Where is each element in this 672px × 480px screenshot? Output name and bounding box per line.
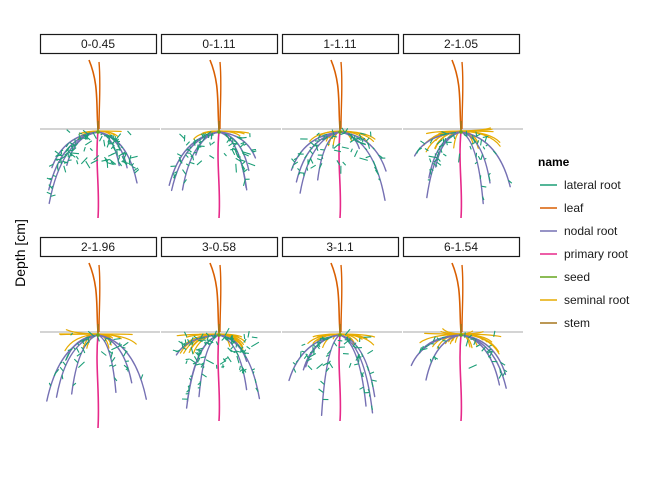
facet-label: 1-1.11 — [323, 37, 356, 51]
seed-mark — [217, 333, 221, 337]
lateral-root-marks — [46, 129, 140, 197]
legend-label: primary root — [564, 247, 629, 261]
facet-label: 3-0.58 — [202, 240, 236, 254]
lateral-root-marks — [172, 327, 260, 400]
legend-label: leaf — [564, 201, 584, 215]
facet-label: 3-1.1 — [326, 240, 354, 254]
leaf-mark — [451, 262, 464, 333]
leaf-mark — [451, 59, 464, 130]
facet-strip — [160, 33, 279, 55]
primary-root-mark — [217, 130, 221, 219]
legend-label: stem — [564, 316, 590, 330]
facet-label: 2-1.05 — [444, 37, 478, 51]
legend-item: leaf — [540, 201, 584, 215]
seed-mark — [459, 333, 463, 337]
facet-strip — [281, 33, 400, 55]
legend-item: lateral root — [540, 178, 621, 192]
nodal-root-marks — [168, 131, 257, 192]
leaf-mark — [330, 262, 343, 333]
lateral-root-marks — [170, 130, 257, 187]
legend-label: seminal root — [564, 293, 630, 307]
facet-panel: 6-1.54 — [402, 236, 523, 422]
facet-panel: 0-1.11 — [160, 33, 281, 219]
leaf-mark — [209, 59, 222, 130]
primary-root-mark — [96, 130, 100, 219]
seed-mark — [96, 333, 100, 337]
primary-root-mark — [459, 130, 463, 219]
facet-label: 0-0.45 — [81, 37, 115, 51]
primary-root-mark — [338, 130, 342, 219]
leaf-mark — [88, 59, 101, 130]
facet-panel: 3-1.1 — [281, 236, 402, 422]
seed-mark — [338, 333, 342, 337]
legend-item: nodal root — [540, 224, 618, 238]
seed-mark — [96, 130, 100, 134]
legend-item: seminal root — [540, 293, 630, 307]
leaf-mark — [330, 59, 343, 130]
leaf-mark — [209, 262, 222, 333]
lateral-root-marks — [418, 330, 508, 379]
facet-panel: 0-0.45 — [39, 33, 160, 219]
legend-title: name — [538, 155, 570, 169]
facet-label: 0-1.11 — [202, 37, 235, 51]
legend-label: nodal root — [564, 224, 618, 238]
y-axis-label: Depth [cm] — [12, 219, 28, 287]
lateral-root-marks — [416, 130, 513, 201]
facet-panel: 3-0.58 — [160, 236, 281, 422]
legend-label: lateral root — [564, 178, 621, 192]
facet-panel: 2-1.96 — [39, 236, 160, 429]
facet-strip — [39, 236, 158, 258]
lateral-root-marks — [48, 330, 144, 387]
primary-root-mark — [338, 333, 342, 422]
primary-root-mark — [96, 333, 100, 429]
lateral-root-marks — [291, 127, 386, 181]
legend-label: seed — [564, 270, 590, 284]
seed-mark — [338, 130, 342, 134]
facet-strip — [402, 33, 521, 55]
legend-item: stem — [540, 316, 590, 330]
legend-item: primary root — [540, 247, 629, 261]
lateral-root-marks — [292, 328, 377, 411]
facet-panel: 1-1.11 — [281, 33, 402, 219]
facet-strip — [160, 236, 279, 258]
primary-root-mark — [459, 333, 463, 422]
seminal-root-marks — [193, 130, 250, 140]
leaf-mark — [88, 262, 101, 333]
facet-strip — [39, 33, 158, 55]
seed-mark — [217, 130, 221, 134]
facet-strip — [281, 236, 400, 258]
facet-strip — [402, 236, 521, 258]
nodal-root-marks — [413, 131, 511, 205]
nodal-root-marks — [410, 334, 507, 389]
primary-root-mark — [217, 333, 221, 422]
nodal-root-marks — [48, 131, 138, 205]
facet-panel: 2-1.05 — [402, 33, 523, 219]
seed-mark — [459, 130, 463, 134]
facet-label: 6-1.54 — [444, 240, 478, 254]
facet-panels: 0-0.45 0-1.11 1-1.11 2-1.05 2-1.96 3-0.58 3-1.… — [39, 33, 523, 429]
legend: name lateral root leaf nodal root primary r… — [538, 155, 630, 330]
nodal-root-marks — [288, 334, 376, 416]
legend-item: seed — [540, 270, 590, 284]
facet-label: 2-1.96 — [81, 240, 115, 254]
